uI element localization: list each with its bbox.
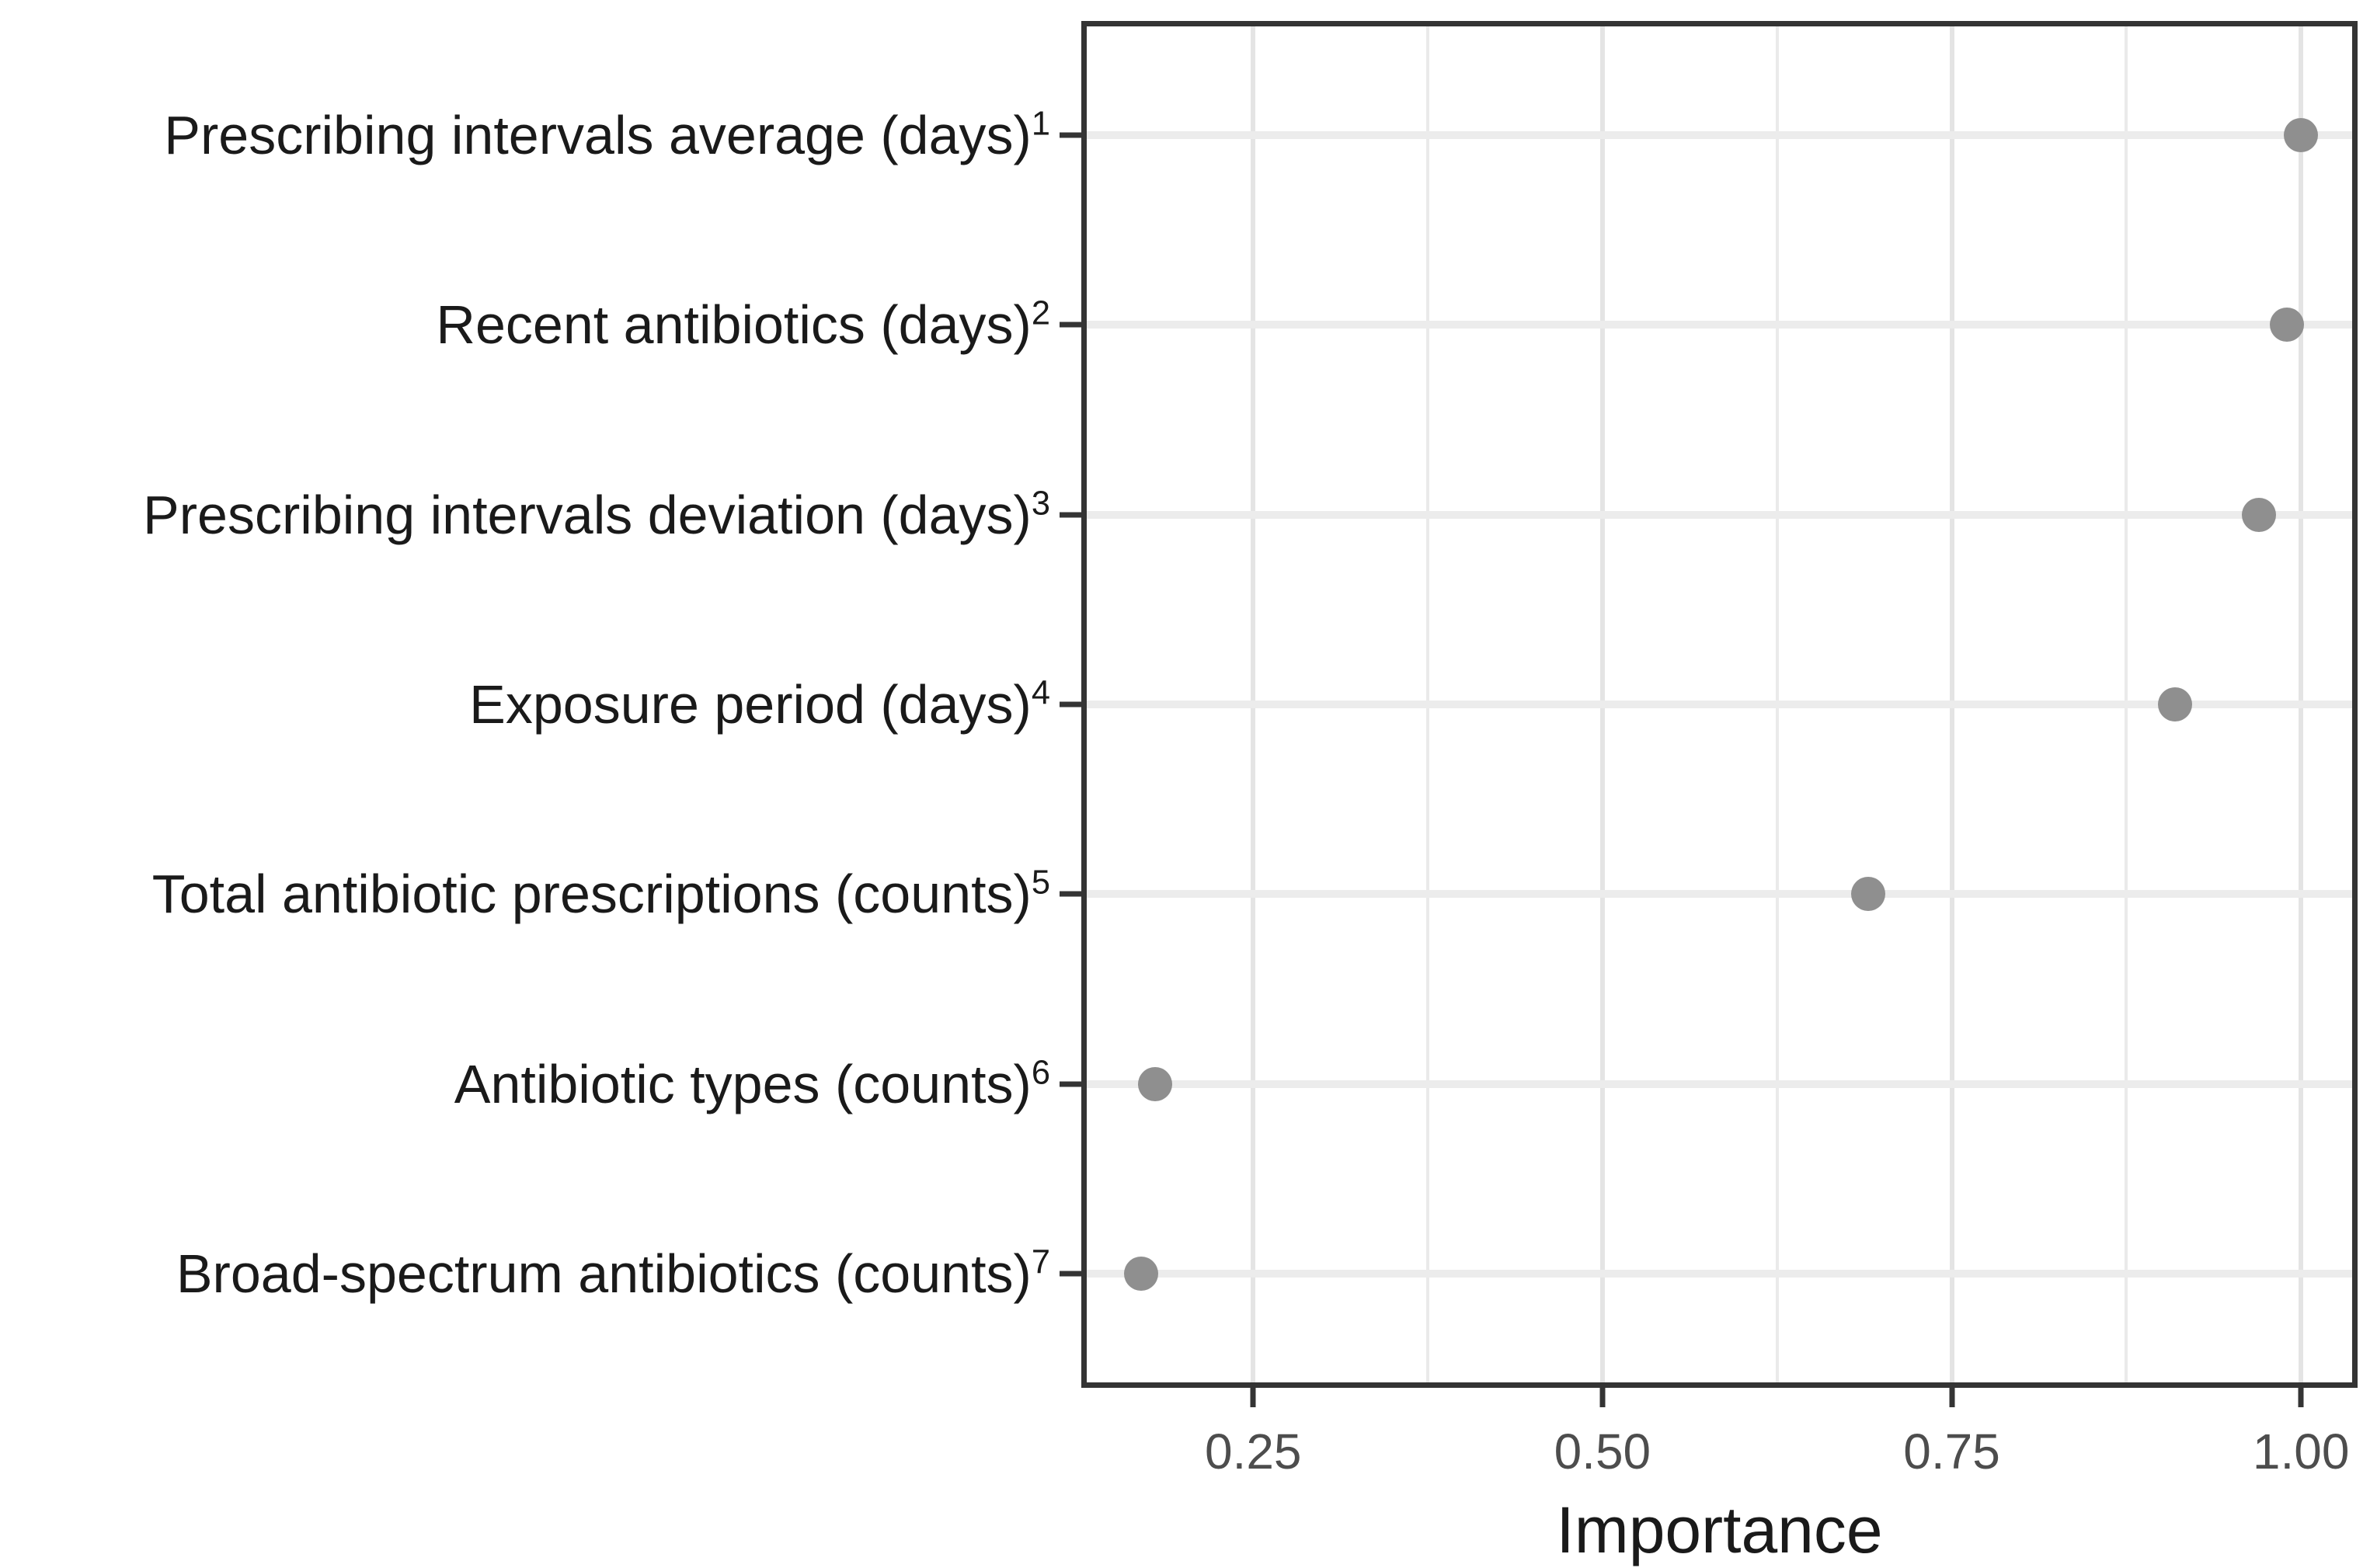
x-tick-label: 0.25 — [1204, 1424, 1302, 1479]
y-tick-mark — [1060, 891, 1081, 897]
category-label: Antibiotic types (counts)6 — [454, 1053, 1050, 1115]
category-label-superscript: 6 — [1031, 1054, 1050, 1092]
plot-panel — [1081, 21, 2358, 1388]
category-label-superscript: 3 — [1031, 485, 1050, 523]
gridline-horizontal — [1087, 890, 2352, 899]
x-axis-title: Importance — [1556, 1493, 1883, 1566]
category-label-text: Prescribing intervals average (days) — [164, 104, 1032, 165]
x-tick-mark — [1949, 1388, 1954, 1407]
category-label-superscript: 1 — [1031, 105, 1050, 143]
data-point — [1124, 1257, 1159, 1292]
data-point — [2284, 117, 2319, 152]
category-label: Prescribing intervals deviation (days)3 — [143, 484, 1050, 546]
category-label-text: Prescribing intervals deviation (days) — [143, 484, 1032, 545]
category-label-text: Total antibiotic prescriptions (counts) — [151, 864, 1032, 925]
data-point — [2270, 308, 2305, 342]
data-point — [1850, 877, 1885, 912]
gridline-horizontal — [1087, 510, 2352, 519]
category-label-superscript: 2 — [1031, 294, 1050, 332]
gridline-horizontal — [1087, 701, 2352, 708]
category-label: Total antibiotic prescriptions (counts)5 — [152, 863, 1050, 925]
category-label: Recent antibiotics (days)2 — [436, 294, 1050, 356]
category-label-text: Broad-spectrum antibiotics (counts) — [176, 1243, 1032, 1305]
category-label-text: Antibiotic types (counts) — [454, 1053, 1032, 1114]
y-tick-mark — [1060, 322, 1081, 328]
category-label-superscript: 7 — [1031, 1244, 1050, 1281]
x-tick-label: 1.00 — [2252, 1424, 2350, 1479]
category-label: Exposure period (days)4 — [469, 673, 1050, 735]
x-tick-mark — [1599, 1388, 1606, 1407]
category-label-superscript: 4 — [1031, 674, 1050, 712]
y-tick-mark — [1060, 1271, 1081, 1277]
x-tick-mark — [2298, 1388, 2304, 1407]
x-tick-mark — [1250, 1388, 1256, 1407]
category-label-superscript: 5 — [1031, 864, 1050, 902]
category-label: Broad-spectrum antibiotics (counts)7 — [176, 1243, 1050, 1305]
data-point — [2242, 497, 2277, 532]
gridline-horizontal — [1087, 1080, 2352, 1088]
x-tick-label: 0.50 — [1554, 1424, 1651, 1479]
data-point — [2158, 687, 2193, 721]
gridline-horizontal — [1087, 130, 2352, 139]
category-label-text: Recent antibiotics (days) — [436, 294, 1032, 356]
x-tick-label: 0.75 — [1903, 1424, 2000, 1479]
data-point — [1138, 1066, 1173, 1101]
y-tick-mark — [1060, 512, 1081, 518]
gridline-horizontal — [1087, 1270, 2352, 1278]
category-label: Prescribing intervals average (days)1 — [164, 104, 1050, 166]
y-tick-mark — [1060, 1081, 1081, 1087]
gridline-horizontal — [1087, 321, 2352, 329]
y-tick-mark — [1060, 701, 1081, 708]
category-label-text: Exposure period (days) — [469, 674, 1032, 735]
y-tick-mark — [1060, 132, 1081, 138]
